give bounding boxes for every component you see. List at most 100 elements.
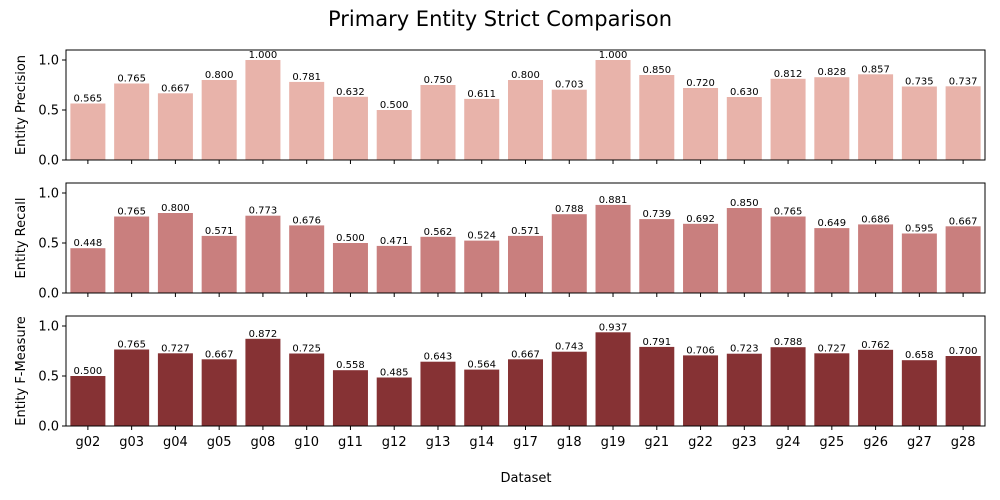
data-label: 0.727: [818, 343, 847, 354]
bar: [726, 97, 762, 160]
data-label: 0.706: [686, 345, 715, 356]
bar: [639, 75, 675, 160]
y-tick-label: 1.0: [38, 54, 59, 69]
data-label: 0.471: [380, 236, 409, 247]
data-label: 0.700: [949, 346, 978, 357]
y-tick-label: 0.5: [38, 237, 59, 252]
data-label: 0.800: [205, 70, 234, 81]
bar: [201, 359, 237, 426]
data-label: 0.765: [117, 340, 146, 351]
data-label: 0.565: [74, 94, 103, 105]
y-tick-label: 0.0: [38, 154, 59, 169]
bar: [508, 80, 544, 160]
bar: [595, 204, 631, 293]
data-label: 0.658: [905, 350, 934, 361]
data-label: 0.448: [74, 238, 103, 249]
data-label: 0.500: [336, 233, 365, 244]
x-tick-label: g17: [513, 435, 538, 450]
panel-1: 0.565 0.765 0.667 0.800 1.000 0.781 0.632 0.500…: [14, 49, 986, 169]
x-tick-label: g13: [426, 435, 451, 450]
bar: [551, 214, 587, 293]
data-label: 0.667: [511, 349, 540, 360]
data-label: 0.562: [424, 227, 453, 238]
x-tick-label: g21: [644, 435, 669, 450]
x-tick-label: g19: [601, 435, 626, 450]
bar: [770, 78, 806, 160]
data-label: 0.750: [424, 75, 453, 86]
bar: [858, 349, 894, 426]
data-label: 0.812: [774, 69, 803, 80]
x-tick-label: g05: [207, 435, 232, 450]
x-tick-label: g08: [251, 435, 276, 450]
x-tick-label: g26: [863, 435, 888, 450]
data-label: 0.725: [292, 344, 321, 355]
data-label: 0.800: [511, 70, 540, 81]
bar: [201, 235, 237, 293]
data-label: 0.500: [74, 366, 103, 377]
bar: [901, 233, 937, 293]
bar: [726, 353, 762, 426]
y-tick-label: 0.0: [38, 420, 59, 435]
bar: [683, 355, 719, 426]
chart-title: Primary Entity Strict Comparison: [328, 7, 672, 31]
y-tick-label: 0.5: [38, 370, 59, 385]
data-label: 0.676: [292, 215, 321, 226]
panel-2: 0.448 0.765 0.800 0.571 0.773 0.676 0.500 0.471…: [14, 182, 986, 302]
data-label: 0.737: [949, 76, 978, 87]
x-tick-label: g24: [776, 435, 801, 450]
data-label: 0.500: [380, 100, 409, 111]
bar: [945, 356, 981, 426]
data-label: 0.667: [949, 216, 978, 227]
bar: [70, 103, 106, 160]
x-tick-label: g25: [819, 435, 844, 450]
data-label: 0.762: [861, 340, 890, 351]
bar: [683, 88, 719, 160]
bar: [551, 351, 587, 426]
y-tick-label: 0.0: [38, 287, 59, 302]
bar: [814, 353, 850, 426]
data-label: 0.524: [467, 231, 496, 242]
x-tick-label: g27: [907, 435, 932, 450]
bar: [420, 361, 456, 426]
data-label: 0.781: [292, 72, 321, 83]
bar: [901, 360, 937, 426]
bar: [376, 110, 412, 160]
bar: [464, 240, 500, 293]
data-label: 0.765: [117, 207, 146, 218]
x-tick-label: g12: [382, 435, 407, 450]
bar: [726, 208, 762, 293]
bar: [70, 248, 106, 293]
y-axis-label: Entity Precision: [14, 55, 29, 155]
bar: [332, 96, 368, 160]
bar: [245, 338, 281, 426]
bar: [945, 226, 981, 293]
data-label: 0.686: [861, 214, 890, 225]
data-label: 0.791: [642, 337, 671, 348]
bar: [289, 225, 325, 293]
bar: [376, 245, 412, 293]
bar: [814, 77, 850, 160]
data-label: 0.857: [861, 64, 890, 75]
data-label: 0.881: [599, 195, 628, 206]
data-label: 0.558: [336, 360, 365, 371]
y-tick-label: 1.0: [38, 320, 59, 335]
x-tick-label: g18: [557, 435, 582, 450]
x-tick-label: g03: [119, 435, 144, 450]
y-axis-label: Entity Recall: [14, 198, 29, 279]
data-label: 0.743: [555, 342, 584, 353]
data-label: 0.667: [205, 349, 234, 360]
bar: [508, 235, 544, 293]
bar: [245, 215, 281, 293]
data-label: 0.485: [380, 368, 409, 379]
x-tick-label: g14: [469, 435, 494, 450]
data-label: 0.632: [336, 87, 365, 98]
data-label: 1.000: [599, 50, 628, 61]
data-label: 0.872: [249, 329, 278, 340]
data-label: 0.788: [555, 204, 584, 215]
bar: [595, 332, 631, 426]
bar: [245, 60, 281, 160]
data-label: 0.667: [161, 83, 190, 94]
x-tick-label: g28: [951, 435, 976, 450]
x-axis-label: Dataset: [501, 471, 552, 486]
